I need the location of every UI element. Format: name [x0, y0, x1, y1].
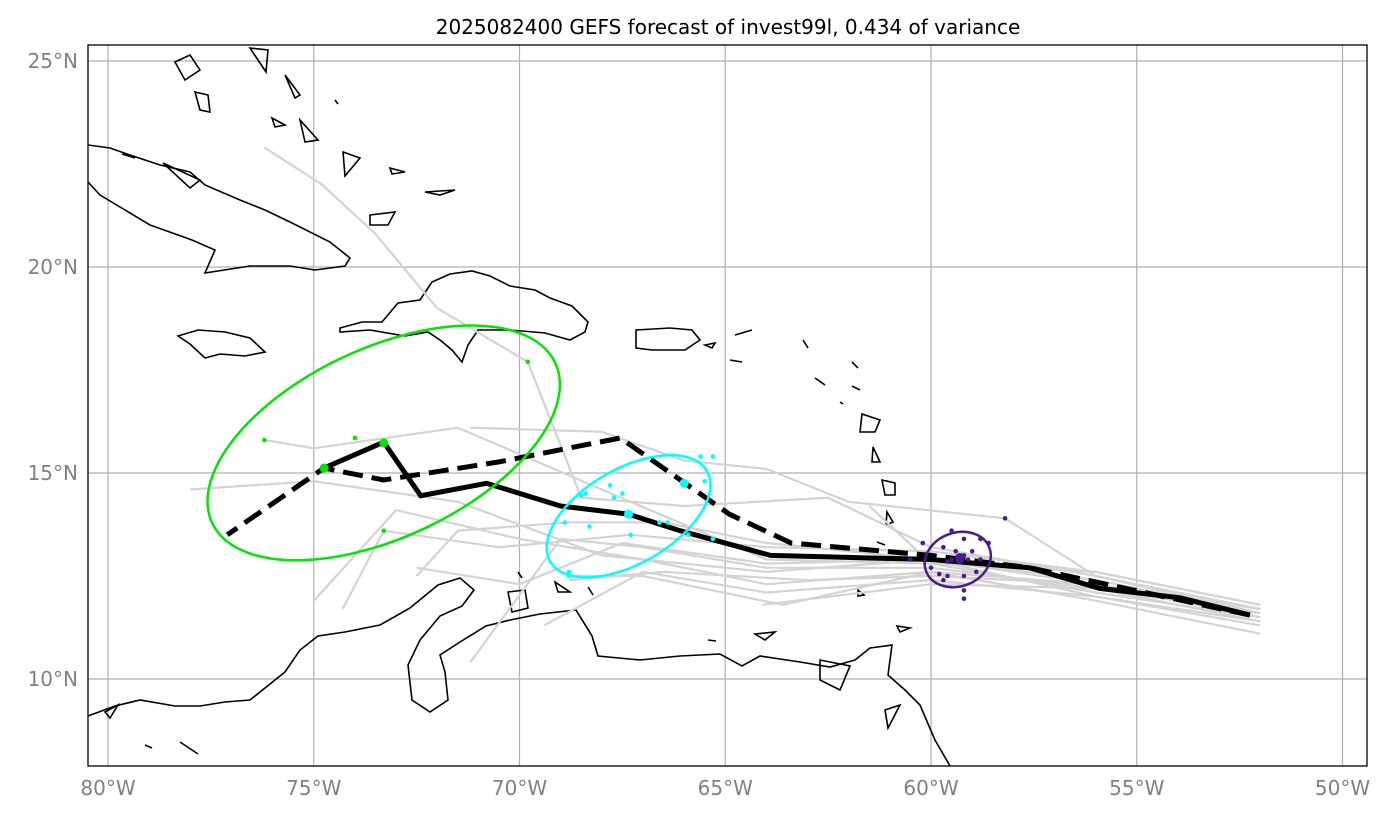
green-member-point — [352, 435, 358, 441]
cyan-member-point — [657, 520, 662, 525]
gridlines — [88, 45, 1367, 766]
purple-member-point — [969, 548, 975, 554]
green-mean-point — [379, 438, 389, 448]
purple-member-point — [961, 536, 967, 542]
purple-uncertainty-ellipse — [923, 530, 993, 589]
cyan-uncertainty-ellipse — [545, 453, 712, 579]
axis-ticks: 80°W 75°W 70°W 65°W 60°W 55°W 50°W 25°N 20°N 15°N… — [28, 49, 1371, 800]
lat-tick-label: 20°N — [28, 255, 78, 279]
cyan-member-point — [566, 573, 572, 579]
cyan-member-point — [566, 569, 572, 575]
cyan-member-point — [583, 491, 588, 496]
purple-member-point — [928, 565, 934, 571]
map-title: 2025082400 GEFS forecast of invest99l, 0… — [436, 15, 1021, 39]
purple-member-point — [936, 571, 942, 577]
purple-member-point — [941, 544, 946, 550]
purple-member-point — [908, 557, 913, 562]
purple-member-point — [961, 573, 967, 579]
coast-puerto-rico — [635, 327, 702, 351]
cyan-member-point — [607, 483, 613, 488]
mean-track-solid — [323, 438, 1251, 618]
cyan-member-point — [620, 491, 625, 496]
lon-tick-label: 70°W — [492, 776, 547, 800]
cyan-member-point — [702, 478, 707, 484]
lat-tick-label: 10°N — [28, 667, 78, 691]
cyan-member-point — [685, 532, 691, 538]
cyan-member-point — [562, 520, 568, 525]
ensemble-track — [415, 521, 1261, 623]
coastlines — [88, 47, 951, 766]
purple-member-point — [945, 559, 950, 564]
cyan-member-point — [587, 524, 592, 529]
lat-tick-label: 15°N — [28, 461, 78, 485]
lon-tick-label: 65°W — [698, 776, 753, 800]
purple-member-point — [953, 548, 958, 554]
purple-member-point — [978, 557, 983, 562]
lon-tick-label: 75°W — [286, 776, 341, 800]
cyan-mean-point — [624, 509, 634, 519]
coast-jamaica — [176, 329, 267, 359]
map-frame — [87, 44, 1368, 767]
green-member-point — [381, 528, 387, 533]
purple-member-point — [941, 577, 946, 583]
tracks-layer — [190, 146, 1261, 664]
cyan-member-point — [578, 493, 584, 498]
purple-member-point — [973, 569, 979, 575]
lon-tick-label: 55°W — [1109, 776, 1164, 800]
ensemble-track — [543, 570, 1261, 627]
purple-member-point — [945, 573, 950, 579]
cyan-member-point — [665, 520, 670, 525]
purple-member-point — [961, 588, 967, 593]
coast-cuba — [88, 144, 352, 275]
purple-member-point — [965, 557, 971, 562]
coast-south-america — [88, 577, 951, 766]
cyan-member-point — [698, 454, 703, 459]
coast-hispaniola — [339, 270, 589, 364]
green-uncertainty-ellipse — [206, 324, 562, 562]
lon-tick-label: 80°W — [80, 776, 135, 800]
ensemble-track — [312, 508, 1261, 635]
green-member-point — [525, 359, 531, 365]
purple-member-point — [1002, 516, 1008, 521]
ensemble-track — [341, 529, 1261, 610]
cyan-member-point — [628, 532, 633, 538]
purple-member-point — [961, 596, 967, 601]
purple-member-point — [920, 540, 926, 546]
green-member-point — [262, 437, 267, 443]
purple-member-point — [978, 536, 983, 542]
cyan-member-point — [611, 495, 617, 501]
purple-member-point — [949, 557, 954, 562]
cyan-member-point — [710, 454, 716, 459]
lat-tick-label: 25°N — [28, 49, 78, 73]
cyan-member-point — [710, 536, 716, 542]
green-dashed-point — [319, 463, 329, 473]
lon-tick-label: 50°W — [1315, 776, 1370, 800]
purple-member-point — [949, 528, 954, 533]
cyan-dashed-point — [679, 478, 689, 488]
purple-dashed-point — [955, 552, 965, 562]
coast-bahamas — [121, 47, 456, 226]
lon-tick-label: 60°W — [903, 776, 958, 800]
purple-member-point — [986, 540, 991, 546]
